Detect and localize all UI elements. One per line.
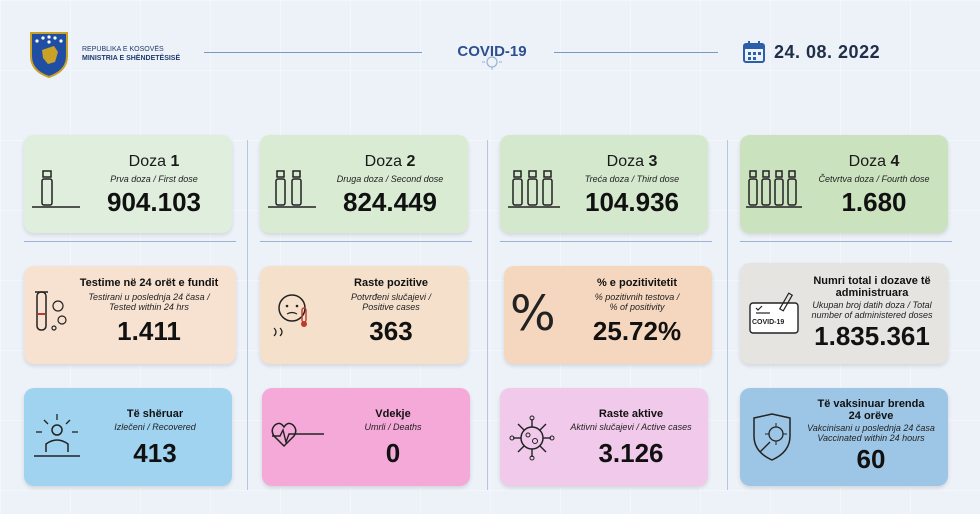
dose-3-card: Doza 3 Treća doza / Third dose 104.936	[500, 135, 708, 233]
recovered-subtitle: Izlečeni / Recovered	[114, 422, 196, 432]
dose-2-title: Doza 2	[364, 153, 416, 170]
positive-title: Raste pozitive	[354, 277, 428, 289]
total-doses-value: 1.835.361	[814, 321, 930, 351]
vaccinated-24h-value: 60	[856, 444, 886, 474]
tests-card: Testime në 24 orët e fundit Testirani u …	[24, 266, 236, 364]
organization-name: REPUBLIKA E KOSOVËS MINISTRIA E SHËNDETË…	[82, 45, 180, 63]
kosovo-coat-of-arms-icon	[30, 32, 68, 78]
active-title: Raste aktive	[598, 408, 664, 420]
vials-three-icon	[508, 170, 560, 208]
tests-subtitle-2: Tested within 24 hrs	[109, 302, 189, 312]
test-tube-icon	[35, 291, 67, 331]
vaccination-card-icon	[749, 292, 799, 334]
vaccinated-24h-subtitle-1: Vakcinisani u poslednja 24 časa	[807, 423, 935, 433]
calendar-icon	[743, 41, 765, 63]
active-subtitle: Aktivni slučajevi / Active cases	[570, 422, 692, 432]
positive-value: 363	[369, 316, 413, 346]
tests-value: 1.411	[117, 316, 181, 346]
recovered-title: Të shëruar	[126, 408, 184, 420]
column-separator-1	[247, 140, 248, 490]
active-value: 3.126	[598, 438, 664, 468]
vaccinated-24h-card: Të vaksinuar brenda 24 orëve Vakcinisani…	[740, 388, 948, 486]
positive-cases-card: Raste pozitive Potvrđeni slučajevi / Pos…	[260, 266, 468, 364]
shield-virus-icon	[753, 413, 791, 461]
dose-1-card: Doza 1 Prva doza / First dose 904.103	[24, 135, 232, 233]
dose-2-subtitle: Druga doza / Second dose	[336, 174, 444, 184]
dose-4-title: Doza 4	[848, 153, 900, 170]
positivity-value: 25.72%	[592, 316, 682, 346]
dose-4-card: Doza 4 Četvrtva doza / Fourth dose 1.680	[740, 135, 948, 233]
column-separator-2	[487, 140, 488, 490]
recovered-person-icon	[34, 414, 80, 457]
virus-decoration-icon	[482, 56, 502, 70]
positivity-card: % % e pozitivitetit % pozitivnih testova…	[504, 266, 712, 364]
vaccination-card-label: COVID-19	[752, 319, 785, 326]
tests-title: Testime në 24 orët e fundit	[79, 277, 219, 289]
dose-3-title: Doza 3	[606, 153, 658, 170]
recovered-card: Të shëruar Izlečeni / Recovered 413	[24, 388, 232, 486]
dose-1-value: 904.103	[107, 187, 201, 217]
deaths-subtitle: Umrli / Deaths	[364, 422, 422, 432]
fever-person-icon	[273, 294, 307, 337]
dose-3-subtitle: Treća doza / Third dose	[584, 174, 680, 184]
dose-3-underline	[500, 241, 712, 242]
recovered-value: 413	[133, 438, 177, 468]
dose-1-subtitle: Prva doza / First dose	[110, 174, 198, 184]
positivity-title: % e pozitivitetit	[596, 277, 678, 289]
deaths-title: Vdekje	[375, 408, 411, 420]
positive-subtitle-2: Positive cases	[362, 302, 420, 312]
dose-4-value: 1.680	[841, 187, 907, 217]
total-doses-title-2: administruara	[835, 287, 909, 299]
vaccinated-24h-subtitle-2: Vaccinated within 24 hours	[817, 433, 925, 443]
report-date: 24. 08. 2022	[774, 41, 881, 62]
dose-3-value: 104.936	[585, 187, 679, 217]
vaccinated-24h-title-2: 24 orëve	[848, 410, 894, 422]
date-block: 24. 08. 2022	[742, 40, 880, 64]
positivity-subtitle-1: % pozitivnih testova /	[594, 292, 680, 302]
positive-subtitle-1: Potvrđeni slučajevi /	[350, 292, 432, 302]
virus-icon	[509, 415, 555, 461]
total-doses-subtitle-2: number of administered doses	[811, 310, 933, 320]
org-line-2: MINISTRIA E SHËNDETËSISË	[82, 55, 181, 62]
dose-2-value: 824.449	[343, 187, 437, 217]
header-divider-left	[204, 52, 422, 53]
total-doses-card: COVID-19 Numri total i dozave të adminis…	[740, 263, 948, 364]
vial-icon	[32, 170, 80, 208]
positivity-subtitle-2: % of positivity	[609, 302, 665, 312]
dose-1-underline	[24, 241, 236, 242]
vaccinated-24h-title-1: Të vaksinuar brenda	[817, 398, 925, 410]
column-separator-3	[727, 140, 728, 490]
total-doses-subtitle-1: Ukupan broj datih doza / Total	[812, 300, 932, 310]
dose-1-title: Doza 1	[128, 153, 180, 170]
deaths-value: 0	[385, 438, 401, 468]
tests-subtitle-1: Testirani u poslednja 24 časa /	[88, 292, 210, 302]
org-line-1: REPUBLIKA E KOSOVËS	[82, 46, 164, 53]
vials-two-icon	[268, 170, 316, 208]
deaths-card: Vdekje Umrli / Deaths 0	[262, 388, 470, 486]
heart-rate-icon	[271, 422, 324, 448]
vials-four-icon	[746, 170, 802, 208]
percent-icon: %	[510, 286, 556, 342]
dose-2-underline	[260, 241, 472, 242]
total-doses-title-1: Numri total i dozave të	[813, 275, 931, 287]
header-divider-right	[554, 52, 718, 53]
page-title: COVID-19	[457, 43, 527, 60]
header: REPUBLIKA E KOSOVËS MINISTRIA E SHËNDETË…	[0, 0, 980, 110]
dose-4-subtitle: Četvrtva doza / Fourth dose	[818, 174, 930, 184]
dose-4-underline	[740, 241, 952, 242]
dose-2-card: Doza 2 Druga doza / Second dose 824.449	[260, 135, 468, 233]
active-cases-card: Raste aktive Aktivni slučajevi / Active …	[500, 388, 708, 486]
